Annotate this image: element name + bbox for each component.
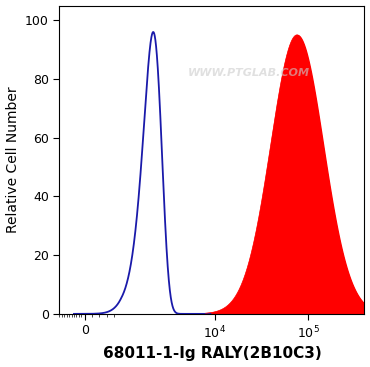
Y-axis label: Relative Cell Number: Relative Cell Number xyxy=(6,86,20,233)
X-axis label: 68011-1-Ig RALY(2B10C3): 68011-1-Ig RALY(2B10C3) xyxy=(102,346,321,361)
Text: WWW.PTGLAB.COM: WWW.PTGLAB.COM xyxy=(188,68,310,79)
